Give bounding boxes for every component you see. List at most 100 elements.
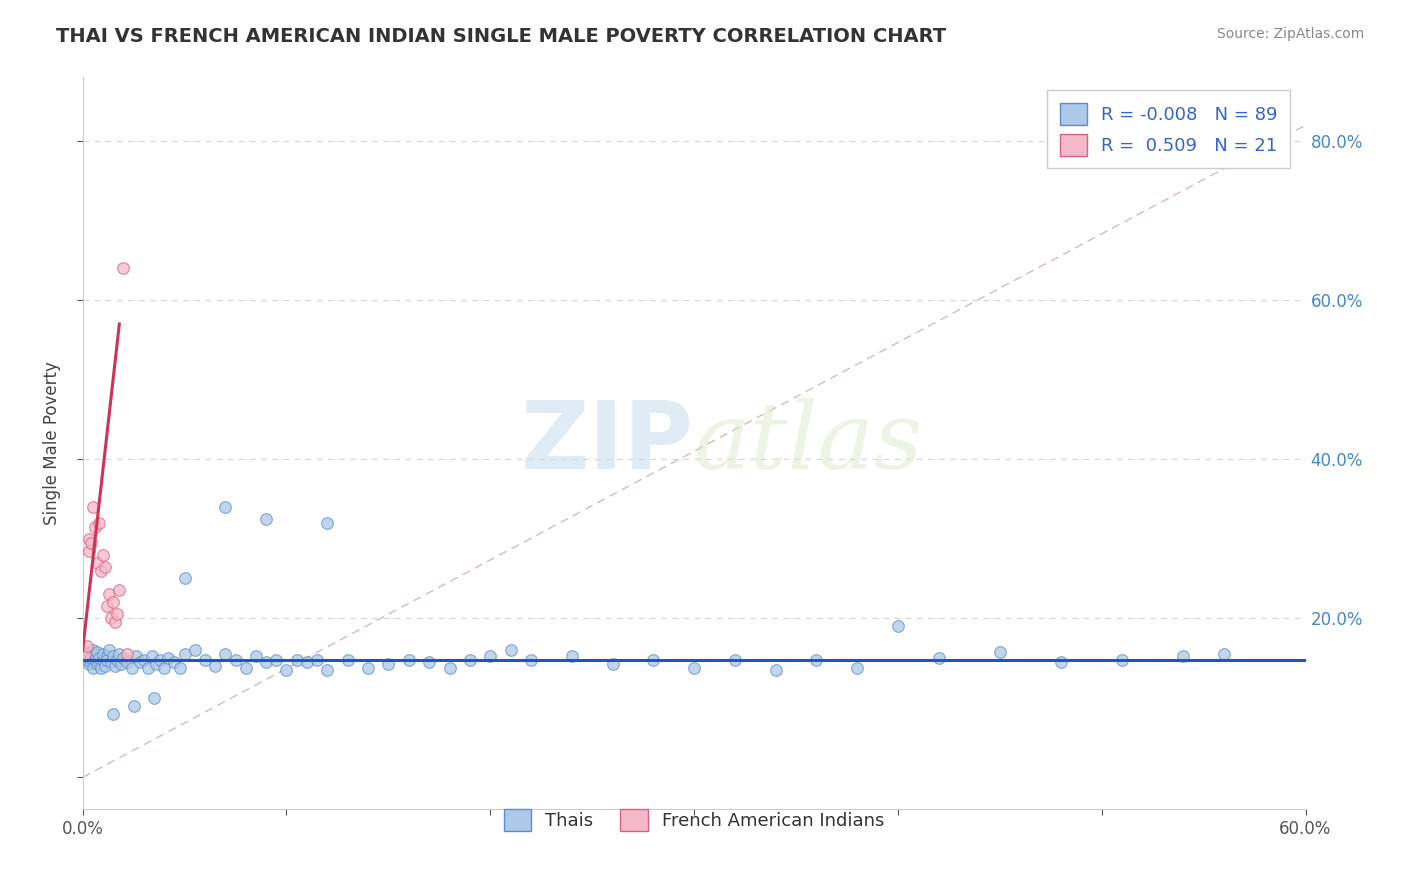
Point xyxy=(561,649,583,664)
Point xyxy=(94,559,117,574)
Point xyxy=(928,651,950,665)
Point xyxy=(377,657,399,672)
Point xyxy=(117,655,139,669)
Point xyxy=(105,652,128,666)
Point xyxy=(87,651,110,665)
Point xyxy=(112,651,135,665)
Point xyxy=(602,657,624,672)
Point xyxy=(96,652,118,666)
Point xyxy=(82,500,104,514)
Point xyxy=(96,649,118,664)
Point xyxy=(398,652,420,666)
Point xyxy=(98,643,121,657)
Point xyxy=(86,556,108,570)
Point xyxy=(80,535,103,549)
Point xyxy=(80,655,103,669)
Point xyxy=(103,595,125,609)
Point xyxy=(90,660,112,674)
Point xyxy=(169,660,191,674)
Point xyxy=(336,652,359,666)
Point xyxy=(163,655,186,669)
Point xyxy=(90,564,112,578)
Point xyxy=(96,599,118,614)
Point xyxy=(173,647,195,661)
Point xyxy=(80,651,103,665)
Point xyxy=(76,652,98,666)
Point xyxy=(225,652,247,666)
Point xyxy=(316,516,339,530)
Legend: Thais, French American Indians: Thais, French American Indians xyxy=(491,797,897,844)
Point xyxy=(643,652,665,666)
Point xyxy=(112,261,135,276)
Point xyxy=(173,572,195,586)
Point xyxy=(83,520,105,534)
Point xyxy=(87,516,110,530)
Point xyxy=(98,587,121,601)
Point xyxy=(86,657,108,672)
Point xyxy=(91,647,114,661)
Point xyxy=(77,543,100,558)
Point xyxy=(1173,649,1195,664)
Point xyxy=(887,619,910,633)
Point xyxy=(76,647,98,661)
Text: Source: ZipAtlas.com: Source: ZipAtlas.com xyxy=(1216,27,1364,41)
Point xyxy=(73,649,96,664)
Point xyxy=(439,660,461,674)
Point xyxy=(194,652,217,666)
Point xyxy=(100,611,122,625)
Point xyxy=(77,645,100,659)
Point xyxy=(285,652,308,666)
Point xyxy=(117,647,139,661)
Point xyxy=(103,649,125,664)
Point xyxy=(1050,655,1073,669)
Point xyxy=(254,655,277,669)
Point xyxy=(100,655,122,669)
Point xyxy=(91,652,114,666)
Point xyxy=(83,647,105,661)
Text: atlas: atlas xyxy=(695,399,924,488)
Point xyxy=(806,652,828,666)
Point xyxy=(214,500,236,514)
Point xyxy=(128,655,150,669)
Point xyxy=(110,657,132,672)
Point xyxy=(988,645,1011,659)
Point xyxy=(77,532,100,546)
Point xyxy=(104,659,127,673)
Point xyxy=(103,706,125,721)
Point xyxy=(357,660,380,674)
Text: ZIP: ZIP xyxy=(522,397,695,490)
Point xyxy=(121,660,143,674)
Point xyxy=(108,583,131,598)
Text: THAI VS FRENCH AMERICAN INDIAN SINGLE MALE POVERTY CORRELATION CHART: THAI VS FRENCH AMERICAN INDIAN SINGLE MA… xyxy=(56,27,946,45)
Point xyxy=(305,652,328,666)
Point xyxy=(87,655,110,669)
Point xyxy=(458,652,481,666)
Point xyxy=(204,659,226,673)
Point xyxy=(82,660,104,674)
Point xyxy=(520,652,543,666)
Point xyxy=(141,649,163,664)
Point xyxy=(86,645,108,659)
Point xyxy=(184,643,207,657)
Point xyxy=(73,647,96,661)
Point xyxy=(77,657,100,672)
Point xyxy=(143,690,166,705)
Point xyxy=(104,615,127,630)
Point xyxy=(418,655,440,669)
Point xyxy=(76,639,98,653)
Y-axis label: Single Male Poverty: Single Male Poverty xyxy=(44,361,60,525)
Point xyxy=(124,649,146,664)
Point xyxy=(122,698,145,713)
Point xyxy=(235,660,257,674)
Point xyxy=(264,652,287,666)
Point xyxy=(245,649,267,664)
Point xyxy=(276,663,298,677)
Point xyxy=(479,649,502,664)
Point xyxy=(83,652,105,666)
Point xyxy=(254,512,277,526)
Point xyxy=(132,652,155,666)
Point xyxy=(108,647,131,661)
Point xyxy=(136,660,159,674)
Point xyxy=(105,607,128,622)
Point xyxy=(724,652,747,666)
